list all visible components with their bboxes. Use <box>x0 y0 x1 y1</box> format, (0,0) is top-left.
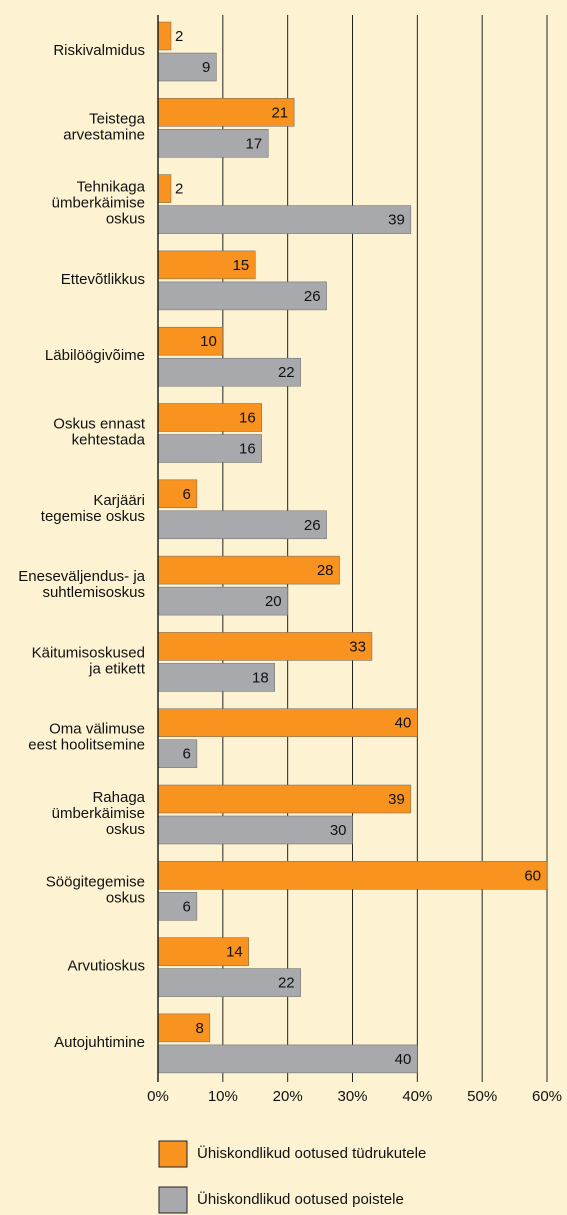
bar <box>157 632 373 661</box>
value-label: 26 <box>304 517 321 534</box>
value-label: 20 <box>265 593 282 610</box>
bar <box>157 739 198 768</box>
category-label: Söögitegemise oskus <box>46 873 145 906</box>
bar <box>157 434 262 463</box>
bar <box>157 129 269 158</box>
bar <box>157 479 198 509</box>
category-label: Ettevõtlikkus <box>61 271 145 288</box>
category-label: Teistega arvestamine <box>63 110 145 143</box>
value-label: 22 <box>278 364 295 381</box>
value-label: 14 <box>226 944 243 961</box>
category-label: Oma välimuse eest hoolitsemine <box>28 721 145 754</box>
value-label: 2 <box>175 28 183 45</box>
value-label: 39 <box>388 212 405 229</box>
category-label: Rahaga ümberkäimise oskus <box>52 789 146 838</box>
legend-label: Ühiskondlikud ootused poistele <box>197 1190 404 1208</box>
value-label: 15 <box>233 257 250 274</box>
bar <box>157 357 301 387</box>
category-label: Käitumisoskused ja etikett <box>32 644 146 677</box>
bar <box>157 281 327 311</box>
value-label: 6 <box>183 898 191 915</box>
x-tick-label: 50% <box>467 1088 497 1105</box>
x-tick-label: 10% <box>208 1088 238 1105</box>
bar <box>157 326 224 356</box>
x-tick-label: 20% <box>273 1088 303 1105</box>
legend-swatch <box>158 1186 188 1214</box>
category-label: Oskus ennast kehtestada <box>53 415 146 448</box>
bar <box>157 205 412 234</box>
value-label: 16 <box>239 440 256 457</box>
value-label: 22 <box>278 975 295 992</box>
value-label: 28 <box>317 562 334 579</box>
category-label: Arvutioskus <box>67 958 145 975</box>
value-label: 8 <box>196 1020 204 1037</box>
category-label: Karjääri tegemise oskus <box>41 492 145 525</box>
bar <box>157 663 275 692</box>
bar <box>157 1044 418 1074</box>
bar <box>157 174 172 203</box>
bar <box>157 510 327 540</box>
x-tick-label: 40% <box>402 1088 432 1105</box>
category-label: Eneseväljendus- ja suhtlemisoskus <box>18 568 145 601</box>
value-label: 18 <box>252 669 269 686</box>
bar <box>157 937 250 966</box>
value-label: 30 <box>330 822 347 839</box>
x-tick-label: 30% <box>337 1088 367 1105</box>
value-label: 60 <box>524 867 541 884</box>
legend-label: Ühiskondlikud ootused tüdrukutele <box>197 1144 426 1162</box>
bar <box>157 1013 211 1043</box>
category-label: Riskivalmidus <box>53 42 145 59</box>
bar <box>157 403 262 432</box>
value-label: 2 <box>175 181 183 198</box>
category-label: Tehnikaga ümberkäimise oskus <box>52 179 146 228</box>
value-label: 9 <box>202 59 210 76</box>
value-label: 39 <box>388 791 405 808</box>
value-label: 6 <box>183 486 191 503</box>
value-label: 26 <box>304 288 321 305</box>
value-label: 10 <box>200 333 217 350</box>
category-label: Läbilöögivõime <box>45 347 145 364</box>
bar <box>157 968 301 997</box>
value-label: 6 <box>183 746 191 763</box>
bar <box>157 555 340 585</box>
bar <box>157 815 353 845</box>
value-label: 21 <box>271 104 288 121</box>
x-tick-label: 60% <box>532 1088 562 1105</box>
bar <box>157 784 412 814</box>
value-label: 40 <box>395 715 412 732</box>
bar <box>157 98 295 127</box>
value-label: 16 <box>239 409 256 426</box>
x-tick-label: 0% <box>147 1088 169 1105</box>
bar <box>157 861 548 890</box>
bar <box>157 21 172 51</box>
category-label: Autojuhtimine <box>54 1034 145 1051</box>
value-label: 40 <box>395 1051 412 1068</box>
legend-swatch <box>158 1140 188 1168</box>
value-label: 17 <box>246 135 263 152</box>
bar <box>157 708 418 737</box>
value-label: 33 <box>349 638 366 655</box>
bar <box>157 892 198 921</box>
